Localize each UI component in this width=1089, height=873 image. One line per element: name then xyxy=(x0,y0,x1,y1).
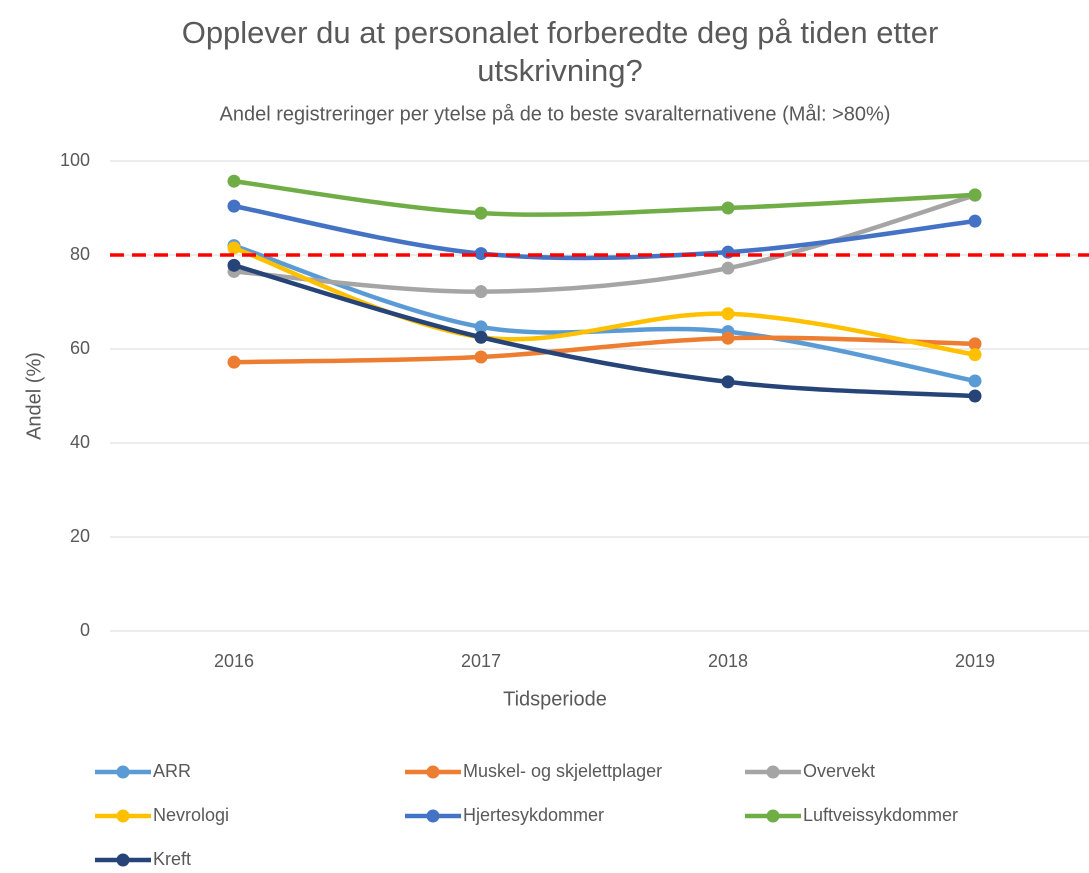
x-tick-label: 2019 xyxy=(955,651,995,671)
data-point xyxy=(474,285,488,299)
data-point xyxy=(474,350,488,364)
legend-item: Muskel- og skjelettplager xyxy=(405,761,662,781)
data-point xyxy=(227,258,241,272)
legend-label: ARR xyxy=(153,761,191,781)
legend-item: ARR xyxy=(95,761,191,781)
y-tick-label: 80 xyxy=(70,244,90,264)
series-line xyxy=(231,245,978,357)
x-tick-label: 2017 xyxy=(461,651,501,671)
data-point xyxy=(474,320,488,334)
chart-title: Opplever du at personalet forberedte deg… xyxy=(181,15,939,88)
legend-label: Hjertesykdommer xyxy=(463,805,604,825)
data-point xyxy=(721,307,735,321)
data-point xyxy=(474,247,488,261)
legend-marker xyxy=(426,809,440,823)
data-point xyxy=(227,241,241,255)
y-tick-label: 60 xyxy=(70,338,90,358)
data-point xyxy=(474,206,488,220)
series-line xyxy=(231,335,978,365)
legend-marker xyxy=(116,765,130,779)
series-line xyxy=(231,263,978,399)
legend-item: Kreft xyxy=(95,849,191,869)
series-line xyxy=(231,178,978,217)
y-axis-title: Andel (%) xyxy=(23,352,45,440)
x-axis-title: Tidsperiode xyxy=(503,688,607,710)
data-point xyxy=(721,331,735,345)
data-point xyxy=(721,375,735,389)
series-line xyxy=(231,193,978,294)
y-tick-label: 40 xyxy=(70,432,90,452)
data-point xyxy=(721,201,735,215)
legend-label: Kreft xyxy=(153,849,191,869)
x-tick-label: 2016 xyxy=(214,651,254,671)
legend-marker xyxy=(766,765,780,779)
legend-item: Overvekt xyxy=(745,761,875,781)
y-tick-label: 0 xyxy=(80,620,90,640)
data-point xyxy=(968,337,982,351)
chart-subtitle: Andel registreringer per ytelse på de to… xyxy=(220,103,891,125)
legend-item: Nevrologi xyxy=(95,805,229,825)
legend-label: Muskel- og skjelettplager xyxy=(463,761,662,781)
x-tick-label: 2018 xyxy=(708,651,748,671)
legend-marker xyxy=(426,765,440,779)
legend-item: Hjertesykdommer xyxy=(405,805,604,825)
legend-label: Luftveissykdommer xyxy=(803,805,958,825)
data-point xyxy=(227,199,241,213)
series-line xyxy=(231,203,978,261)
data-point xyxy=(227,355,241,369)
legend-item: Luftveissykdommer xyxy=(745,805,958,825)
data-point xyxy=(968,188,982,202)
data-point xyxy=(968,348,982,362)
data-point xyxy=(721,261,735,275)
y-tick-label: 100 xyxy=(60,150,90,170)
legend-marker xyxy=(766,809,780,823)
legend-marker xyxy=(116,853,130,867)
legend-marker xyxy=(116,809,130,823)
data-point xyxy=(474,330,488,344)
data-point xyxy=(227,174,241,188)
legend-label: Nevrologi xyxy=(153,805,229,825)
data-point xyxy=(968,214,982,228)
legend-label: Overvekt xyxy=(803,761,875,781)
y-tick-label: 20 xyxy=(70,526,90,546)
data-point xyxy=(968,374,982,388)
data-point xyxy=(968,389,982,403)
